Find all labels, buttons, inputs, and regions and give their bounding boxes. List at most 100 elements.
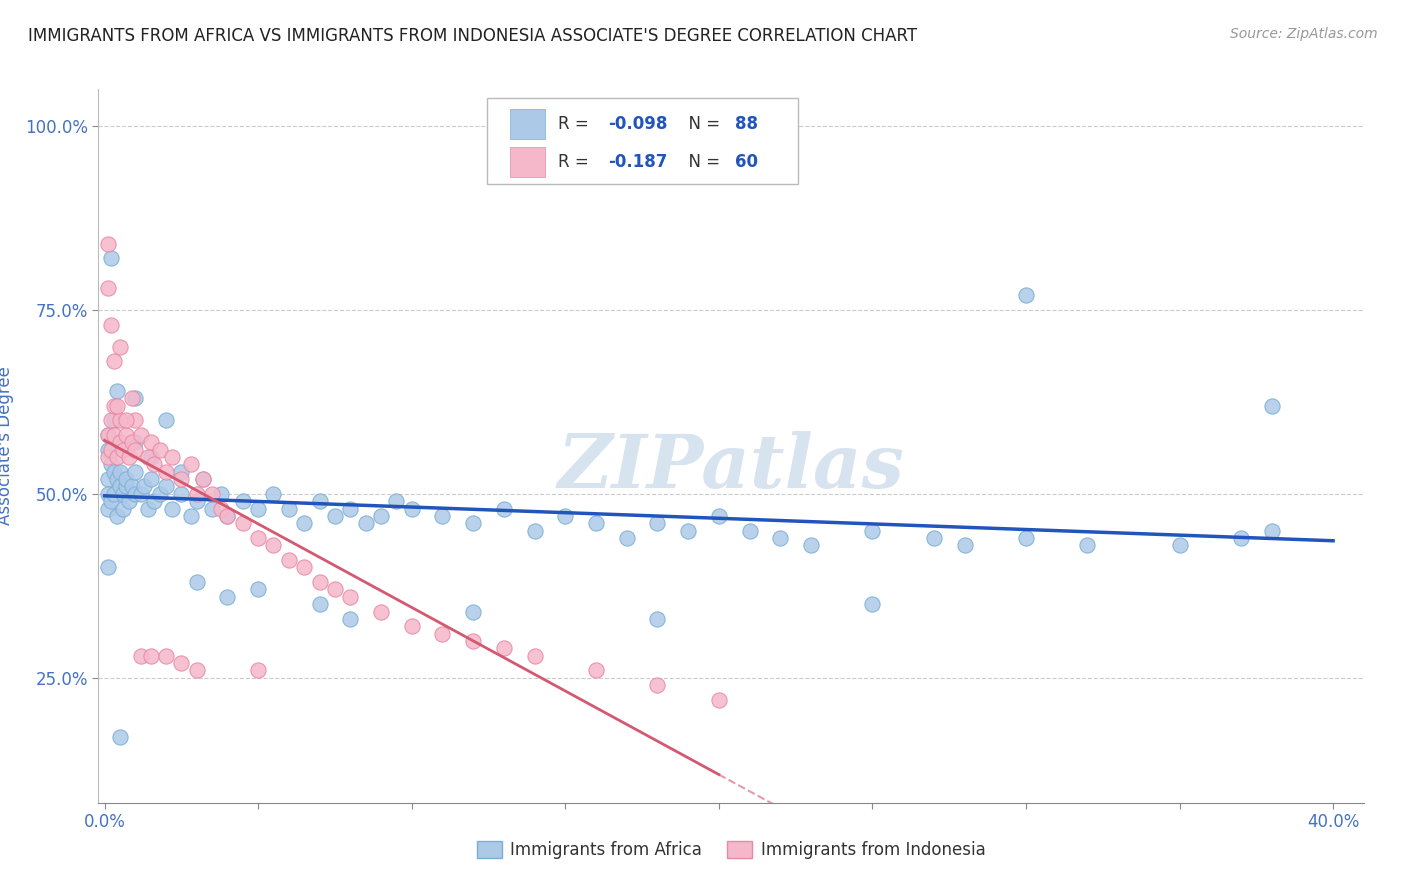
Point: [292, 516, 315, 531]
Point: [463, 605, 485, 619]
Point: [105, 399, 128, 413]
Point: [97, 487, 120, 501]
Point: [180, 458, 202, 472]
Point: [277, 553, 299, 567]
Text: N =: N =: [678, 153, 725, 171]
Text: N =: N =: [678, 115, 725, 134]
Point: [860, 524, 883, 538]
Point: [111, 442, 134, 457]
Point: [97, 236, 120, 251]
Point: [111, 487, 134, 501]
Point: [232, 516, 254, 531]
Point: [100, 458, 122, 472]
Text: 88: 88: [735, 115, 758, 134]
Point: [97, 472, 120, 486]
Point: [1015, 531, 1038, 545]
Point: [121, 479, 143, 493]
Point: [492, 501, 515, 516]
Point: [186, 494, 208, 508]
Point: [1168, 538, 1191, 552]
Point: [121, 391, 143, 405]
Text: R =: R =: [558, 115, 593, 134]
Point: [103, 413, 125, 427]
Point: [115, 428, 138, 442]
FancyBboxPatch shape: [486, 98, 799, 184]
Point: [432, 626, 454, 640]
Point: [97, 281, 120, 295]
Point: [139, 450, 162, 464]
Point: [339, 612, 361, 626]
Point: [97, 442, 120, 457]
Text: R =: R =: [558, 153, 593, 171]
Point: [463, 516, 485, 531]
Point: [100, 252, 122, 266]
Point: [97, 428, 120, 442]
Point: [186, 664, 208, 678]
Point: [124, 413, 146, 427]
Point: [707, 693, 730, 707]
Point: [124, 487, 146, 501]
Point: [738, 524, 761, 538]
Point: [100, 442, 122, 457]
Point: [131, 428, 153, 442]
Point: [308, 597, 330, 611]
Point: [97, 428, 120, 442]
Point: [139, 472, 162, 486]
Point: [105, 450, 128, 464]
Point: [323, 582, 346, 597]
Point: [339, 501, 361, 516]
Point: [186, 487, 208, 501]
Point: [247, 582, 270, 597]
Point: [170, 656, 193, 670]
Point: [463, 634, 485, 648]
Text: ZIPatlas: ZIPatlas: [558, 431, 904, 504]
Point: [370, 508, 392, 523]
Text: 60: 60: [735, 153, 758, 171]
Point: [385, 494, 408, 508]
Point: [585, 664, 607, 678]
Point: [953, 538, 976, 552]
Point: [354, 516, 377, 531]
Point: [142, 458, 165, 472]
Point: [263, 487, 285, 501]
Point: [124, 465, 146, 479]
Point: [922, 531, 945, 545]
Point: [292, 560, 315, 574]
Point: [308, 575, 330, 590]
Point: [217, 508, 239, 523]
Point: [155, 465, 177, 479]
Point: [103, 487, 125, 501]
Point: [585, 516, 607, 531]
Point: [647, 678, 669, 692]
Point: [707, 508, 730, 523]
Point: [170, 487, 193, 501]
Point: [217, 590, 239, 604]
Point: [136, 450, 159, 464]
Point: [170, 465, 193, 479]
Point: [139, 435, 162, 450]
Point: [134, 479, 156, 493]
Point: [103, 399, 125, 413]
Point: [769, 531, 792, 545]
Point: [800, 538, 823, 552]
Point: [103, 465, 125, 479]
Point: [160, 501, 183, 516]
Point: [108, 465, 131, 479]
Point: [149, 442, 172, 457]
Point: [155, 479, 177, 493]
Point: [523, 524, 546, 538]
Y-axis label: Associate's Degree: Associate's Degree: [0, 367, 14, 525]
Point: [339, 590, 361, 604]
Point: [100, 413, 122, 427]
Point: [647, 612, 669, 626]
Point: [100, 318, 122, 332]
Point: [105, 384, 128, 398]
Point: [97, 501, 120, 516]
Point: [103, 354, 125, 368]
Point: [124, 391, 146, 405]
Point: [108, 479, 131, 493]
Point: [186, 575, 208, 590]
Point: [124, 442, 146, 457]
Point: [111, 501, 134, 516]
Point: [201, 501, 224, 516]
